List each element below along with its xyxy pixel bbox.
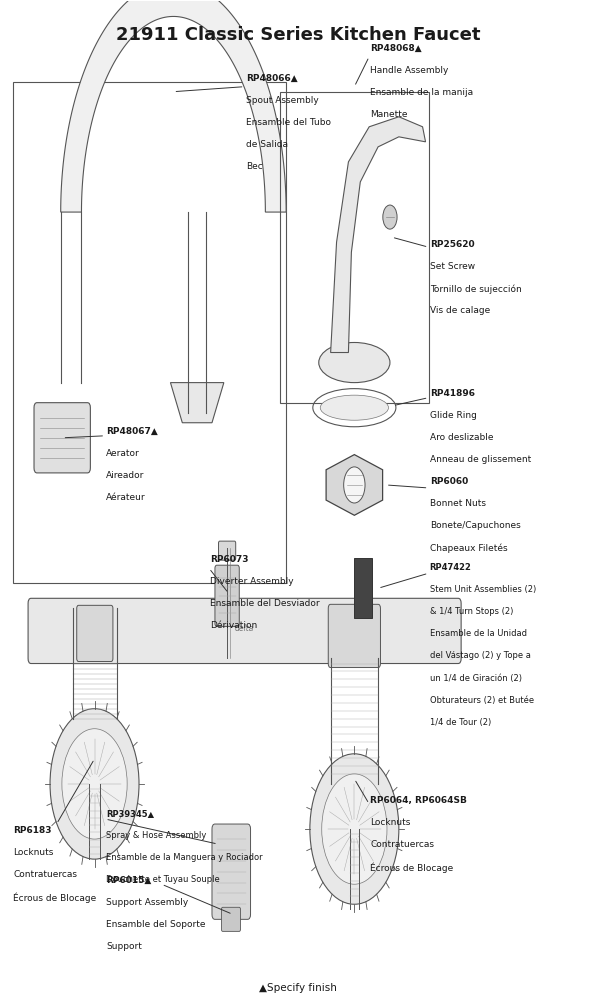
Text: Locknuts: Locknuts [370, 818, 411, 827]
Bar [13, 81, 286, 583]
Text: Diverter Assembly: Diverter Assembly [210, 577, 294, 586]
Text: Bonnet Nuts: Bonnet Nuts [430, 499, 486, 508]
Text: Ensamble del Tubo: Ensamble del Tubo [246, 118, 331, 127]
FancyBboxPatch shape [34, 402, 91, 473]
Text: Aireador: Aireador [107, 471, 145, 480]
Text: Ensamble de la Manguera y Rociador: Ensamble de la Manguera y Rociador [107, 853, 263, 862]
Text: RP6183: RP6183 [13, 826, 52, 835]
Circle shape [62, 728, 127, 839]
Text: de Salida: de Salida [246, 140, 288, 149]
FancyBboxPatch shape [328, 605, 380, 668]
Text: Contratuercas: Contratuercas [13, 870, 77, 879]
Ellipse shape [319, 342, 390, 382]
Polygon shape [326, 455, 383, 515]
Text: Anneau de glissement: Anneau de glissement [430, 455, 531, 464]
Text: Support: Support [107, 943, 142, 952]
Polygon shape [170, 382, 224, 423]
Text: Set Screw: Set Screw [430, 263, 475, 272]
Text: Obturateurs (2) et Butée: Obturateurs (2) et Butée [430, 695, 534, 704]
Text: RP48068▲: RP48068▲ [370, 43, 422, 52]
Text: Dérivation: Dérivation [210, 622, 257, 631]
Text: RP41896: RP41896 [430, 388, 474, 397]
Text: RP6073: RP6073 [210, 555, 249, 564]
Text: RP48066▲: RP48066▲ [246, 73, 297, 82]
Text: RP6064, RP6064SB: RP6064, RP6064SB [370, 796, 467, 805]
Text: Aro deslizable: Aro deslizable [430, 433, 493, 442]
FancyBboxPatch shape [219, 541, 235, 560]
Text: Glide Ring: Glide Ring [430, 410, 477, 420]
Bar [355, 558, 372, 619]
Text: Ensamble del Soporte: Ensamble del Soporte [107, 920, 206, 930]
Text: Spout Assembly: Spout Assembly [246, 96, 318, 105]
Circle shape [322, 774, 387, 884]
Ellipse shape [320, 395, 389, 421]
Circle shape [383, 205, 397, 229]
Circle shape [344, 467, 365, 503]
Polygon shape [61, 0, 286, 212]
Text: Vis de calage: Vis de calage [430, 307, 490, 315]
Text: Spray & Hose Assembly: Spray & Hose Assembly [107, 831, 207, 840]
Text: RP39345▲: RP39345▲ [107, 809, 154, 818]
Text: Manette: Manette [370, 110, 408, 119]
Text: RP6015▲: RP6015▲ [107, 876, 151, 885]
Text: & 1/4 Turn Stops (2): & 1/4 Turn Stops (2) [430, 608, 513, 617]
Text: Aerator: Aerator [107, 449, 140, 458]
Text: del Vástago (2) y Tope a: del Vástago (2) y Tope a [430, 652, 530, 661]
Text: 21911 Classic Series Kitchen Faucet: 21911 Classic Series Kitchen Faucet [116, 26, 480, 44]
FancyBboxPatch shape [77, 606, 113, 662]
Text: Chapeaux Filetés: Chapeaux Filetés [430, 543, 507, 552]
Text: Locknuts: Locknuts [13, 848, 54, 857]
Text: Bonete/Capuchones: Bonete/Capuchones [430, 521, 520, 530]
Text: Aérateur: Aérateur [107, 493, 146, 502]
Circle shape [50, 708, 139, 859]
Text: Handle Assembly: Handle Assembly [370, 65, 449, 74]
Text: Douchette et Tuyau Souple: Douchette et Tuyau Souple [107, 875, 220, 884]
Text: Tornillo de sujección: Tornillo de sujección [430, 285, 522, 294]
Text: Ensamble de la Unidad: Ensamble de la Unidad [430, 630, 527, 639]
Text: RP48067▲: RP48067▲ [107, 427, 158, 436]
Text: Ensamble del Desviador: Ensamble del Desviador [210, 600, 320, 609]
Text: ▲Specify finish: ▲Specify finish [259, 983, 337, 993]
FancyBboxPatch shape [215, 565, 239, 627]
Text: 1/4 de Tour (2): 1/4 de Tour (2) [430, 717, 491, 726]
Text: Écrous de Blocage: Écrous de Blocage [370, 862, 454, 872]
Text: un 1/4 de Giración (2): un 1/4 de Giración (2) [430, 674, 522, 682]
Text: Stem Unit Assemblies (2): Stem Unit Assemblies (2) [430, 585, 536, 595]
Text: Ensamble de la manija: Ensamble de la manija [370, 88, 473, 97]
Text: RP25620: RP25620 [430, 240, 474, 249]
Bar [280, 92, 429, 402]
Text: RP47422: RP47422 [430, 563, 471, 572]
FancyBboxPatch shape [222, 907, 240, 932]
Text: RP6060: RP6060 [430, 477, 468, 486]
Text: Bec: Bec [246, 162, 263, 171]
Polygon shape [331, 117, 426, 352]
Circle shape [310, 753, 399, 904]
Text: Contratuercas: Contratuercas [370, 840, 434, 849]
Text: delta: delta [235, 624, 254, 633]
FancyBboxPatch shape [212, 824, 250, 919]
Text: Écrous de Blocage: Écrous de Blocage [13, 892, 97, 902]
FancyBboxPatch shape [28, 599, 461, 664]
Text: Support Assembly: Support Assembly [107, 898, 189, 907]
